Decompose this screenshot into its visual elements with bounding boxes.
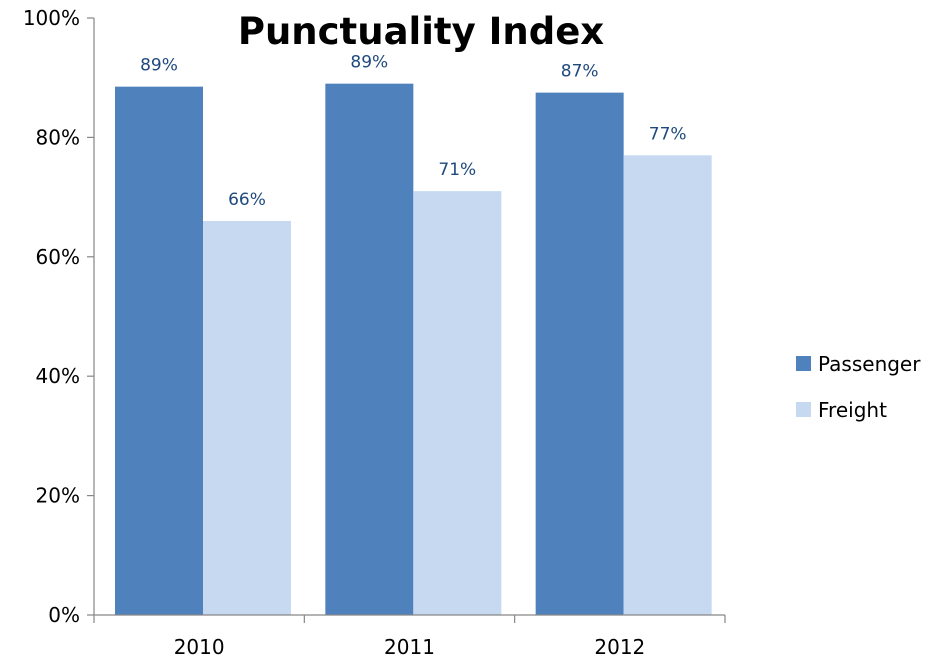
bar-passenger-2010 [115, 86, 203, 615]
bar-freight-2010 [203, 220, 291, 616]
legend: Passenger Freight [796, 352, 921, 422]
y-tick-label: 100% [23, 6, 80, 30]
y-tick-label: 80% [36, 125, 80, 149]
labels-layer: 89% 66% 89% 71% 87% 77% [140, 53, 686, 210]
legend-swatch-freight [796, 402, 811, 417]
legend-swatch-passenger [796, 356, 811, 371]
y-tick-label: 60% [36, 245, 80, 269]
bar-freight-2011 [413, 191, 502, 615]
chart-title: Punctuality Index [238, 10, 604, 53]
data-label-freight-2011: 71% [438, 160, 476, 180]
legend-label-freight: Freight [818, 398, 887, 422]
y-tick-label: 0% [48, 603, 80, 627]
data-label-freight-2010: 66% [228, 190, 266, 210]
y-tick-label: 40% [36, 364, 80, 388]
bar-passenger-2012 [535, 92, 624, 615]
bar-freight-2012 [623, 155, 712, 615]
data-label-passenger-2010: 89% [140, 56, 178, 76]
axes-layer: 0% 20% 40% 60% 80% 100% 2010 2011 2012 [23, 6, 726, 659]
y-tick-label: 20% [36, 484, 80, 508]
data-label-passenger-2011: 89% [350, 53, 388, 73]
x-tick-label: 2010 [174, 635, 225, 659]
bar-passenger-2011 [325, 83, 414, 616]
bars-layer [115, 83, 712, 616]
legend-label-passenger: Passenger [818, 352, 921, 376]
data-label-passenger-2012: 87% [561, 62, 599, 82]
x-tick-label: 2011 [384, 635, 435, 659]
data-label-freight-2012: 77% [649, 124, 687, 144]
x-tick-label: 2012 [594, 635, 645, 659]
